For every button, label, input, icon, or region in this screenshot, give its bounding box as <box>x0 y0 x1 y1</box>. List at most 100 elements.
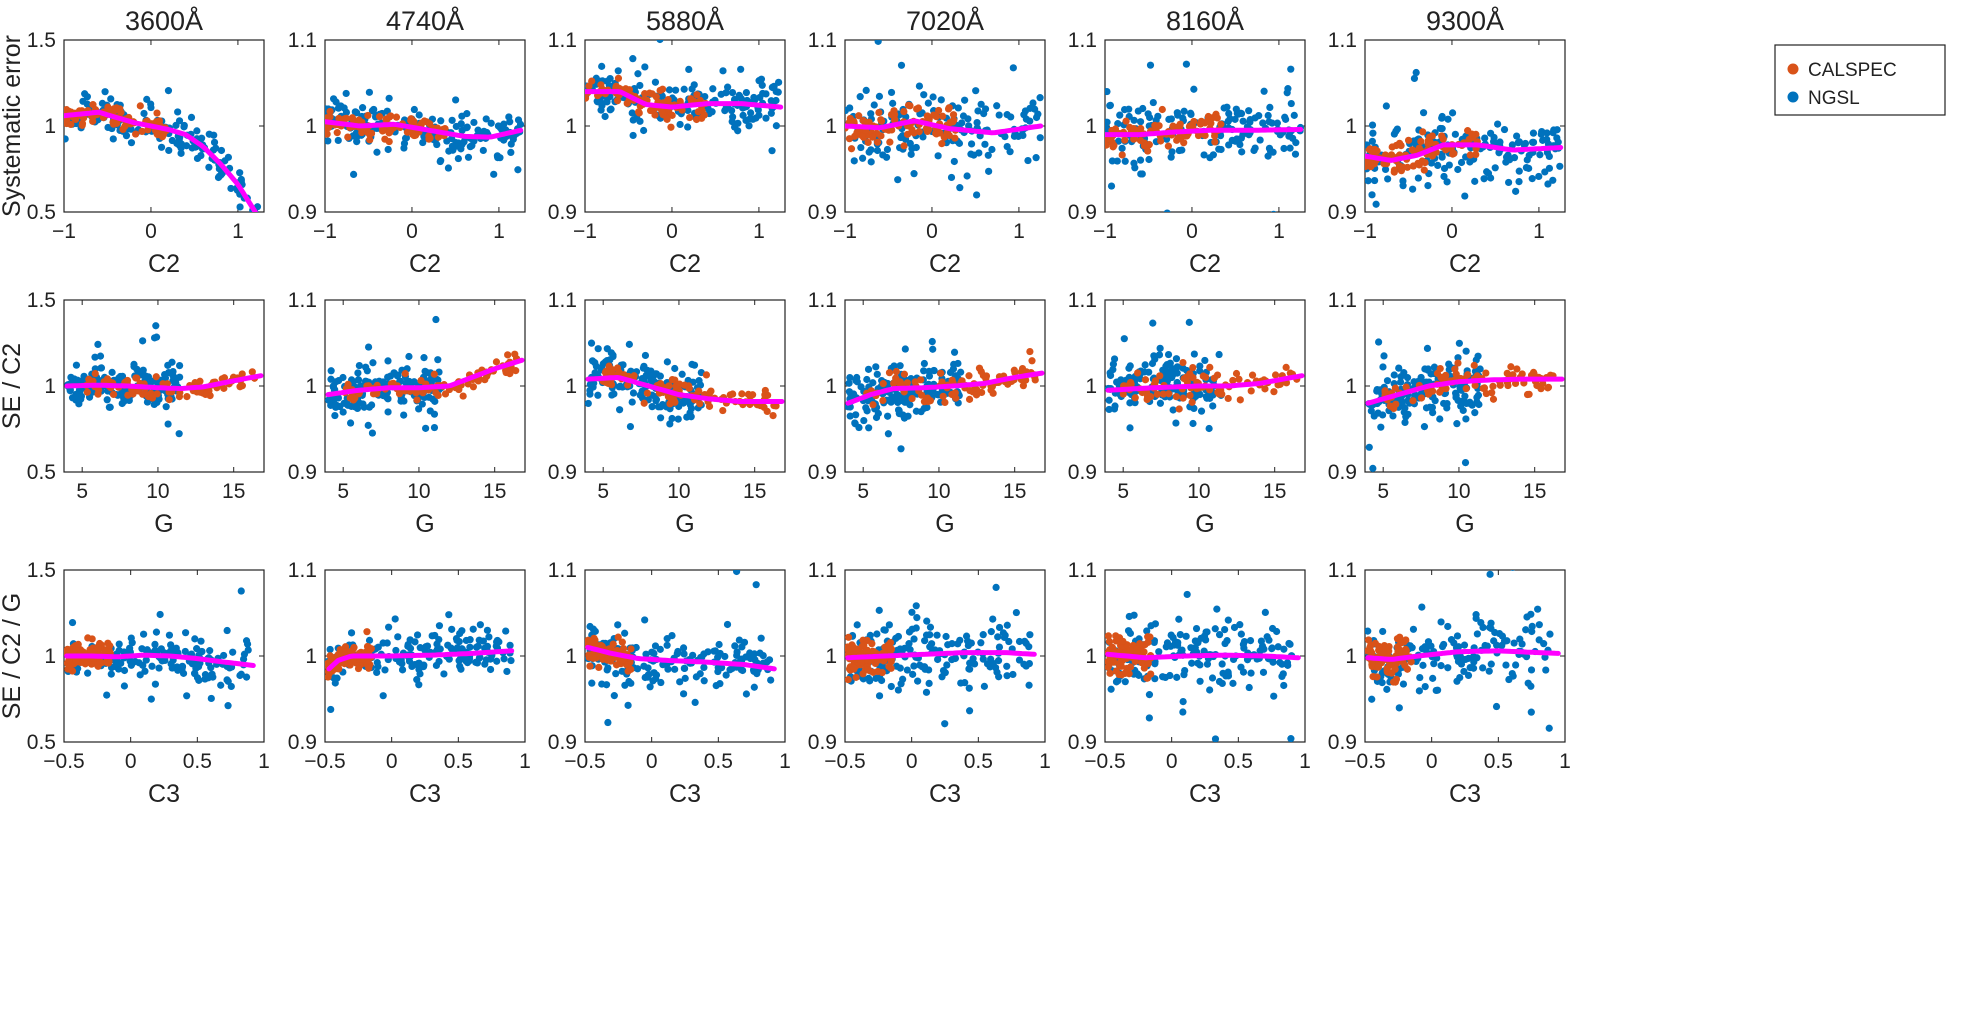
ngsl-point <box>961 679 969 687</box>
ngsl-point <box>1145 368 1153 376</box>
ngsl-point <box>97 364 106 372</box>
calspec-point <box>104 103 112 111</box>
calspec-point <box>1173 136 1181 144</box>
y-tick-label: 1.1 <box>1068 29 1097 52</box>
calspec-point <box>1179 358 1187 367</box>
ngsl-point <box>737 65 745 73</box>
ngsl-point <box>648 403 656 411</box>
ngsl-point <box>926 631 934 639</box>
calspec-point <box>74 640 82 648</box>
ngsl-point <box>621 629 629 637</box>
calspec-point <box>667 123 675 131</box>
calspec-point <box>363 128 372 136</box>
calspec-point <box>1504 381 1512 390</box>
ngsl-point <box>1236 621 1244 629</box>
x-tick-label: 0 <box>1446 220 1458 243</box>
ngsl-point <box>905 640 913 648</box>
ngsl-point <box>1508 545 1515 552</box>
ngsl-point <box>862 86 870 94</box>
ngsl-point <box>1368 137 1376 145</box>
ngsl-point <box>685 65 693 73</box>
ngsl-point <box>514 166 522 174</box>
panel-r3-c6: −0.5 0 0.5 10.911.1C3 <box>1328 545 1571 808</box>
points-group <box>325 611 515 714</box>
calspec-point <box>365 664 373 672</box>
ngsl-point <box>1203 660 1212 668</box>
ngsl-point <box>139 337 147 345</box>
ngsl-point <box>400 144 408 152</box>
x-tick-label: −0.5 <box>1344 750 1385 773</box>
calspec-point <box>849 643 857 651</box>
ngsl-point <box>183 692 191 700</box>
ngsl-point <box>81 90 89 98</box>
calspec-point <box>132 374 140 382</box>
ngsl-point <box>721 107 729 115</box>
ngsl-point <box>1421 682 1429 691</box>
ngsl-point <box>746 115 754 123</box>
ngsl-point <box>1125 612 1133 621</box>
calspec-point <box>1105 141 1110 149</box>
ngsl-point <box>640 126 648 135</box>
ngsl-point <box>863 407 871 415</box>
ngsl-point <box>1211 625 1219 633</box>
ngsl-point <box>914 677 922 685</box>
ngsl-point <box>681 674 689 682</box>
x-tick-label: 0.5 <box>1484 750 1513 773</box>
ngsl-point <box>1164 350 1173 359</box>
ngsl-point <box>1172 419 1180 427</box>
ngsl-point <box>767 676 775 684</box>
ngsl-point <box>236 169 244 177</box>
ngsl-point <box>223 626 231 635</box>
calspec-point <box>1179 394 1187 402</box>
ngsl-point <box>853 378 861 386</box>
ngsl-point <box>1270 210 1277 212</box>
ngsl-point <box>873 630 881 638</box>
calspec-point <box>937 369 945 377</box>
x-axis-label: G <box>675 510 694 538</box>
y-tick-label: 0.9 <box>288 461 317 484</box>
points-group <box>64 322 264 438</box>
ngsl-point <box>333 401 341 410</box>
ngsl-point <box>867 146 875 154</box>
calspec-point <box>344 133 352 141</box>
ngsl-point <box>970 151 978 159</box>
panel-r1-c6: 9300Å−1 0 10.911.1C2 <box>1328 5 1566 278</box>
ngsl-point <box>1401 418 1409 427</box>
ngsl-point <box>942 632 950 641</box>
ngsl-point <box>503 667 511 676</box>
ngsl-point <box>369 359 377 367</box>
ngsl-point <box>502 627 510 635</box>
ngsl-point <box>684 123 692 131</box>
calspec-point <box>1141 376 1150 384</box>
ngsl-point <box>365 88 374 96</box>
ngsl-point <box>984 151 992 159</box>
ngsl-point <box>980 682 988 690</box>
ngsl-point <box>641 351 650 360</box>
ngsl-point <box>719 67 727 75</box>
ngsl-point <box>742 88 750 97</box>
ngsl-point <box>680 85 688 93</box>
ngsl-point <box>103 396 111 404</box>
calspec-point <box>1210 374 1218 382</box>
calspec-point <box>67 120 75 129</box>
ngsl-point <box>961 96 969 104</box>
ngsl-point <box>79 97 87 105</box>
ngsl-point <box>1215 631 1224 639</box>
y-tick-label: 1 <box>44 115 56 138</box>
ngsl-point <box>127 125 135 133</box>
y-tick-label: 0.9 <box>288 201 317 224</box>
calspec-point <box>603 656 612 664</box>
x-axis-label: C2 <box>148 250 180 278</box>
ngsl-point <box>1500 125 1509 134</box>
ngsl-point <box>120 648 128 656</box>
ngsl-point <box>368 401 376 409</box>
ngsl-point <box>236 203 244 211</box>
calspec-point <box>346 394 354 402</box>
ngsl-point <box>1183 590 1191 599</box>
ngsl-point <box>742 653 750 661</box>
calspec-point <box>1151 377 1160 385</box>
calspec-point <box>589 654 597 662</box>
ngsl-point <box>422 643 430 651</box>
calspec-point <box>410 131 418 140</box>
y-tick-label: 1.1 <box>808 289 837 312</box>
